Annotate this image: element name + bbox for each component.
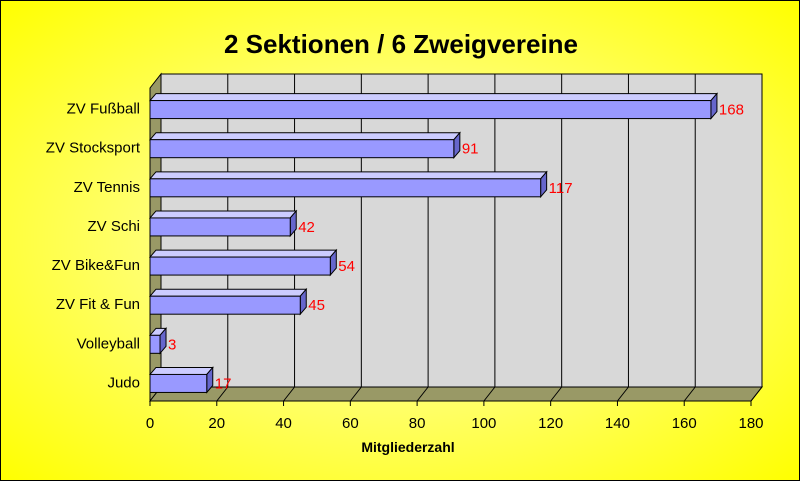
- x-gridline-floor: [683, 386, 696, 402]
- bar-top: [148, 93, 719, 102]
- data-label: 3: [168, 336, 176, 353]
- data-label: 91: [462, 141, 479, 158]
- bar: [149, 139, 455, 159]
- bar-top: [148, 288, 308, 297]
- x-tick-label: 140: [605, 415, 630, 432]
- y-tick-label: ZV Fit & Fun: [56, 296, 140, 313]
- data-label: 17: [215, 375, 232, 392]
- x-gridline-floor: [416, 386, 429, 402]
- x-gridline-floor: [349, 386, 362, 402]
- data-label: 54: [338, 258, 355, 275]
- bar: [149, 295, 301, 315]
- bar: [149, 334, 161, 354]
- plot-floor: [148, 386, 764, 402]
- bar: [149, 217, 291, 237]
- plot-area: 0 20 40 60 80 100 120 140 160 180 168 ZV Fußball 91 Z…: [46, 72, 764, 432]
- bar-top: [148, 210, 298, 219]
- x-tick-label: 100: [471, 415, 496, 432]
- data-label: 45: [308, 297, 325, 314]
- x-gridline-floor: [216, 386, 229, 402]
- x-gridline-floor: [550, 386, 563, 402]
- x-tick-label: 20: [208, 415, 225, 432]
- bar-top: [148, 249, 338, 258]
- x-tick-label: 120: [538, 415, 563, 432]
- x-gridline-floor: [483, 386, 496, 402]
- x-gridline-floor: [283, 386, 295, 402]
- bar: [149, 100, 712, 120]
- x-tick-label: 160: [672, 415, 697, 432]
- x-axis-label: Mitgliederzahl: [361, 439, 454, 455]
- y-tick-label: ZV Bike&Fun: [52, 257, 140, 274]
- data-label: 42: [298, 219, 315, 236]
- x-tick-label: 80: [409, 415, 426, 432]
- x-tick-label: 180: [738, 415, 763, 432]
- x-gridline-floor: [750, 386, 763, 402]
- bar-top: [148, 132, 461, 141]
- bar-top: [148, 171, 548, 180]
- bar: [149, 256, 331, 276]
- y-tick-label: Volleyball: [77, 335, 140, 352]
- x-tick-label: 60: [342, 415, 359, 432]
- x-tick-label: 40: [275, 415, 292, 432]
- y-tick-label: ZV Schi: [87, 218, 140, 235]
- bar: [149, 373, 208, 393]
- x-gridline-floor: [617, 386, 629, 402]
- data-label: 168: [719, 102, 744, 119]
- data-label: 117: [549, 180, 573, 197]
- y-tick-label: ZV Stocksport: [46, 140, 141, 157]
- y-tick-label: ZV Fußball: [67, 101, 140, 118]
- chart-title: 2 Sektionen / 6 Zweigvereine: [224, 29, 578, 59]
- y-tick-label: ZV Tennis: [74, 179, 140, 196]
- bar: [149, 178, 542, 198]
- y-tick-label: Judo: [107, 374, 140, 391]
- bar-top: [148, 366, 214, 375]
- x-tick-label: 0: [146, 415, 154, 432]
